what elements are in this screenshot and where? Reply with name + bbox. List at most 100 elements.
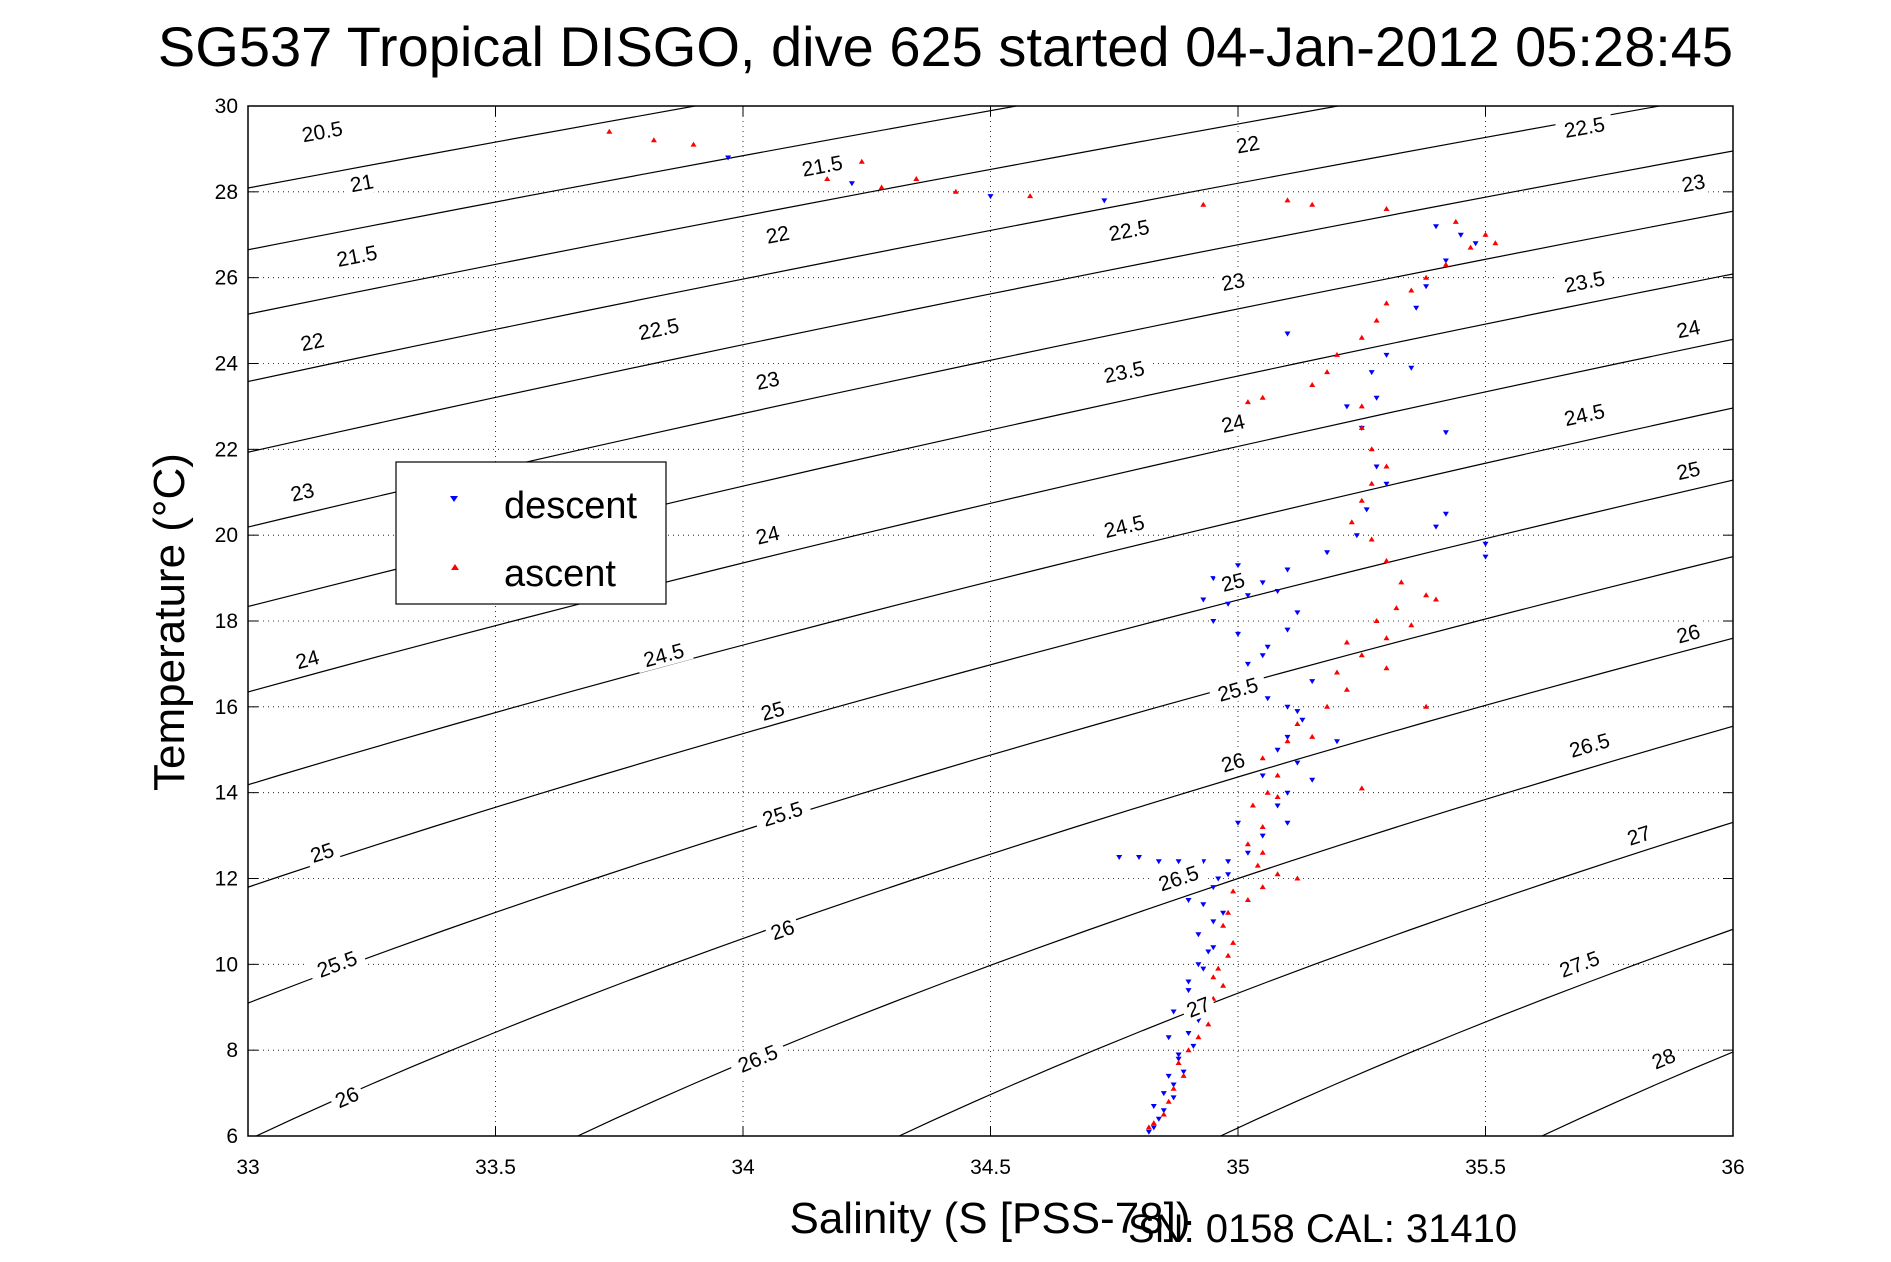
- contour-label-text: 25.5: [314, 947, 360, 983]
- contour-label: 23: [283, 476, 321, 507]
- contour-label-text: 22: [1234, 132, 1261, 159]
- contour-label-bg: [1619, 818, 1658, 851]
- y-tick-label: 26: [215, 267, 238, 290]
- descent-point: [1170, 1009, 1177, 1015]
- y-tick-label: 6: [226, 1125, 238, 1148]
- legend-descent-label: descent: [504, 485, 638, 527]
- x-tick-label: 35.5: [1465, 1156, 1506, 1179]
- ascent-point: [1309, 201, 1316, 207]
- ascent-point: [1358, 403, 1365, 409]
- contour-label-bg: [1207, 669, 1268, 708]
- descent-point: [1294, 709, 1301, 715]
- descent-point: [1180, 1069, 1187, 1075]
- ascent-point: [1383, 665, 1390, 671]
- y-tick-label: 14: [215, 782, 239, 805]
- ascent-point: [650, 137, 657, 143]
- ascent-point: [1160, 1111, 1167, 1117]
- descent-point: [1165, 1035, 1172, 1041]
- ascent-point: [1284, 197, 1291, 203]
- contour-label: 26: [1214, 745, 1252, 778]
- ascent-point: [1358, 424, 1365, 430]
- descent-point: [1210, 619, 1217, 624]
- descent-point: [1299, 717, 1306, 723]
- ascent-point: [1249, 802, 1256, 808]
- ascent-point: [1225, 952, 1232, 958]
- contour-label-bg: [1558, 725, 1620, 764]
- density-contours: [248, 106, 1733, 1136]
- contour-label: 23.5: [1554, 263, 1615, 299]
- descent-point: [1150, 1125, 1157, 1131]
- contour-label-bg: [763, 912, 802, 946]
- contour-label-bg: [1669, 454, 1707, 486]
- ascent-point: [824, 176, 831, 181]
- contour-label-bg: [1214, 565, 1252, 597]
- ascent-point: [606, 128, 613, 134]
- descent-point: [1373, 395, 1380, 401]
- ascent-point: [1274, 772, 1281, 778]
- contour-label-bg: [1670, 313, 1707, 344]
- contour-label: 23: [749, 364, 786, 395]
- contour-label: 26.5: [1558, 725, 1620, 764]
- descent-point: [1205, 949, 1212, 955]
- ascent-point: [1324, 703, 1331, 709]
- ascent-point: [1210, 974, 1217, 980]
- contour-label-bg: [327, 1079, 367, 1114]
- contour-label-bg: [1099, 212, 1159, 247]
- descent-point: [1195, 962, 1202, 968]
- density-contour: [1219, 928, 1733, 1136]
- contour-label: 24.5: [633, 635, 694, 674]
- ascent-point: [1205, 1021, 1212, 1027]
- contour-label: 23.5: [1094, 353, 1154, 389]
- ascent-point: [690, 141, 697, 147]
- contour-label-bg: [1554, 396, 1615, 432]
- descent-point: [1324, 550, 1331, 556]
- y-tick-label: 22: [215, 438, 238, 461]
- contour-label-bg: [753, 694, 792, 727]
- contour-label-bg: [1669, 617, 1707, 649]
- contour-label-bg: [749, 518, 786, 550]
- descent-point: [1457, 232, 1464, 238]
- descent-point: [1284, 567, 1291, 573]
- contour-label-text: 22.5: [637, 314, 682, 345]
- contour-label-text: 24: [754, 522, 782, 550]
- contour-label-bg: [1214, 266, 1251, 296]
- descent-point: [1210, 885, 1217, 891]
- ascent-point: [878, 184, 885, 190]
- ascent-point: [1284, 738, 1291, 744]
- descent-point: [1408, 365, 1415, 371]
- ascent-point: [1324, 369, 1331, 375]
- ascent-point: [1442, 261, 1449, 267]
- contour-label-text: 22: [299, 329, 327, 356]
- contour-label: 25: [302, 835, 341, 869]
- descent-point: [1244, 593, 1251, 599]
- ascent-point: [1294, 721, 1301, 726]
- density-contour: [576, 725, 1733, 1136]
- contour-label: 26: [327, 1079, 367, 1114]
- contour-label-bg: [306, 942, 368, 985]
- descent-point: [1353, 533, 1360, 539]
- descent-point: [1165, 1073, 1172, 1079]
- density-contour: [248, 150, 1733, 453]
- ascent-point: [1244, 897, 1251, 902]
- descent-point: [1383, 352, 1390, 358]
- contour-label: 27.5: [1548, 942, 1610, 985]
- descent-point: [1363, 507, 1370, 513]
- contour-label-bg: [1554, 109, 1615, 144]
- contour-label-text: 23: [754, 367, 782, 394]
- contour-label-text: 25: [1675, 457, 1703, 485]
- ascent-point: [1383, 635, 1390, 641]
- contour-label: 28: [1643, 1040, 1683, 1076]
- ascent-point: [1274, 871, 1281, 877]
- x-tick-label: 33.5: [475, 1156, 516, 1179]
- ascent-point: [1383, 557, 1390, 563]
- ascent-point: [1358, 334, 1365, 340]
- contour-label-bg: [288, 642, 326, 675]
- descent-point: [1413, 305, 1420, 311]
- ascent-point: [1220, 982, 1227, 988]
- contour-label-bg: [1643, 1040, 1683, 1076]
- contour-label-text: 23: [1680, 170, 1707, 197]
- chart-title: SG537 Tropical DISGO, dive 625 started 0…: [157, 15, 1734, 78]
- contour-label: 24: [1214, 407, 1252, 438]
- density-contour: [254, 637, 1733, 1136]
- ascent-point: [1433, 596, 1439, 602]
